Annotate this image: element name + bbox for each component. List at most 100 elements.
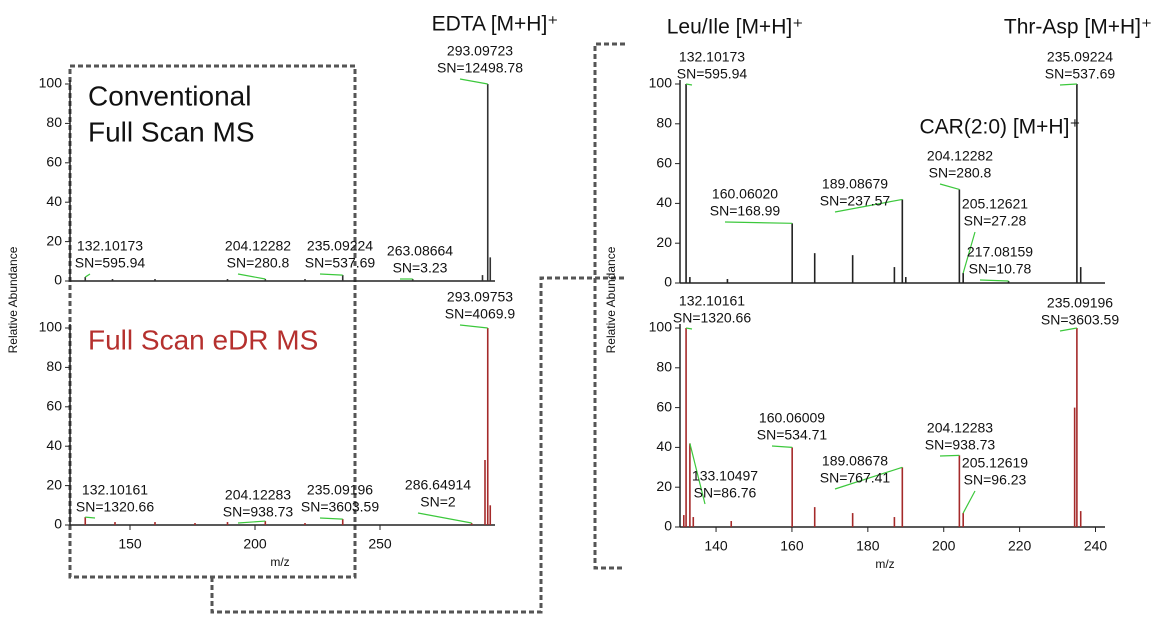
peak-mz: 132.10173 (679, 49, 745, 65)
y-tick-label: 60 (46, 398, 62, 414)
peak-mz: 235.09224 (1047, 49, 1113, 65)
leader (459, 324, 488, 329)
connector (210, 276, 625, 614)
leader (1059, 327, 1077, 332)
leader (237, 273, 266, 280)
y-tick-label: 60 (656, 154, 672, 170)
y-tick-label: 40 (656, 194, 672, 210)
peak-sn: SN=168.99 (710, 203, 781, 219)
compound-label: Thr-Asp [M+H]⁺ (1004, 16, 1152, 39)
compound-label: CAR(2:0) [M+H]⁺ (919, 116, 1080, 139)
peak-mz: 132.10161 (679, 293, 745, 309)
leader (834, 466, 903, 490)
leader (84, 273, 91, 278)
peak-sn: SN=86.76 (694, 485, 757, 501)
leader (939, 183, 960, 191)
y-tick-label: 100 (39, 319, 63, 335)
x-tick-label: 140 (704, 538, 728, 554)
peak-sn: SN=237.57 (820, 193, 891, 209)
leader (724, 221, 793, 224)
y-tick-label: 60 (46, 154, 62, 170)
y-tick-label: 40 (656, 438, 672, 454)
peak-sn: SN=4069.9 (445, 306, 516, 322)
peak-mz: 205.12621 (962, 196, 1028, 212)
compound-label: Leu/Ile [M+H]⁺ (667, 16, 804, 39)
leader (685, 83, 693, 86)
peak-sn: SN=3603.59 (301, 499, 379, 515)
x-tick-label: 220 (1008, 538, 1032, 554)
y-axis-label: Relative Abundance (6, 246, 20, 353)
leader (689, 443, 706, 505)
y-tick-label: 40 (46, 193, 62, 209)
y-tick-label: 40 (46, 437, 62, 453)
peak-mz: 189.08678 (822, 453, 888, 469)
peak-mz: 204.12283 (927, 420, 993, 436)
peak-mz: 235.09224 (307, 238, 373, 254)
leader (685, 327, 693, 330)
peak-mz: 286.64914 (405, 477, 471, 493)
y-tick-label: 0 (664, 518, 672, 534)
y-axis-label: Relative Abundance (604, 246, 618, 353)
x-tick-label: 250 (368, 536, 392, 552)
inset-text: Conventional (88, 80, 251, 111)
x-tick-label: 150 (118, 536, 142, 552)
peak-sn: SN=595.94 (677, 66, 748, 82)
y-tick-label: 20 (46, 232, 62, 248)
y-tick-label: 80 (46, 114, 62, 130)
peak-mz: 189.08679 (822, 176, 888, 192)
y-tick-label: 100 (649, 319, 673, 335)
leader (237, 520, 266, 524)
y-tick-label: 80 (46, 358, 62, 374)
peak-sn: SN=537.69 (305, 255, 376, 271)
peak-sn: SN=96.23 (964, 472, 1027, 488)
leader (771, 445, 793, 448)
y-tick-label: 20 (656, 234, 672, 250)
peak-mz: 217.08159 (967, 244, 1033, 260)
y-tick-label: 0 (664, 274, 672, 290)
peak-sn: SN=938.73 (925, 437, 996, 453)
leader (962, 490, 976, 514)
peak-mz: 235.09196 (1047, 295, 1113, 311)
x-axis-label: m/z (875, 557, 894, 571)
y-tick-label: 20 (46, 476, 62, 492)
peak-mz: 204.12282 (927, 148, 993, 164)
peak-mz: 160.06020 (712, 186, 778, 202)
x-tick-label: 180 (856, 538, 880, 554)
peak-sn: SN=280.8 (929, 165, 992, 181)
leader (1059, 83, 1077, 86)
peak-sn: SN=938.73 (223, 504, 294, 520)
peak-mz: 204.12282 (225, 238, 291, 254)
leader (417, 512, 472, 524)
y-tick-label: 80 (656, 359, 672, 375)
peak-sn: SN=1320.66 (76, 499, 154, 515)
peak-mz: 132.10173 (77, 238, 143, 254)
peak-sn: SN=10.78 (969, 261, 1032, 277)
inset-text: Full Scan eDR MS (88, 324, 318, 355)
leader (319, 273, 343, 276)
inset-text: Full Scan MS (88, 116, 255, 147)
x-axis-label: m/z (270, 555, 289, 569)
x-tick-label: 200 (243, 536, 267, 552)
compound-label: EDTA [M+H]⁺ (432, 13, 559, 36)
y-tick-label: 60 (656, 398, 672, 414)
peak-mz: 160.06009 (759, 410, 825, 426)
y-tick-label: 100 (649, 75, 673, 91)
peak-sn: SN=537.69 (1045, 66, 1116, 82)
leader (962, 231, 976, 274)
peak-sn: SN=534.71 (757, 427, 828, 443)
leader (979, 279, 1009, 282)
bracket (593, 42, 625, 570)
peak-mz: 235.09196 (307, 482, 373, 498)
peak-sn: SN=1320.66 (673, 310, 751, 326)
peak-sn: SN=2 (420, 494, 456, 510)
peak-mz: 132.10161 (82, 482, 148, 498)
peak-mz: 263.08664 (387, 243, 453, 259)
peak-mz: 204.12283 (225, 487, 291, 503)
x-tick-label: 240 (1084, 538, 1108, 554)
peak-sn: SN=595.94 (75, 255, 146, 271)
leader (834, 198, 903, 213)
peak-mz: 133.10497 (692, 468, 758, 484)
peak-sn: SN=3.23 (393, 260, 448, 276)
peak-sn: SN=3603.59 (1041, 312, 1119, 328)
